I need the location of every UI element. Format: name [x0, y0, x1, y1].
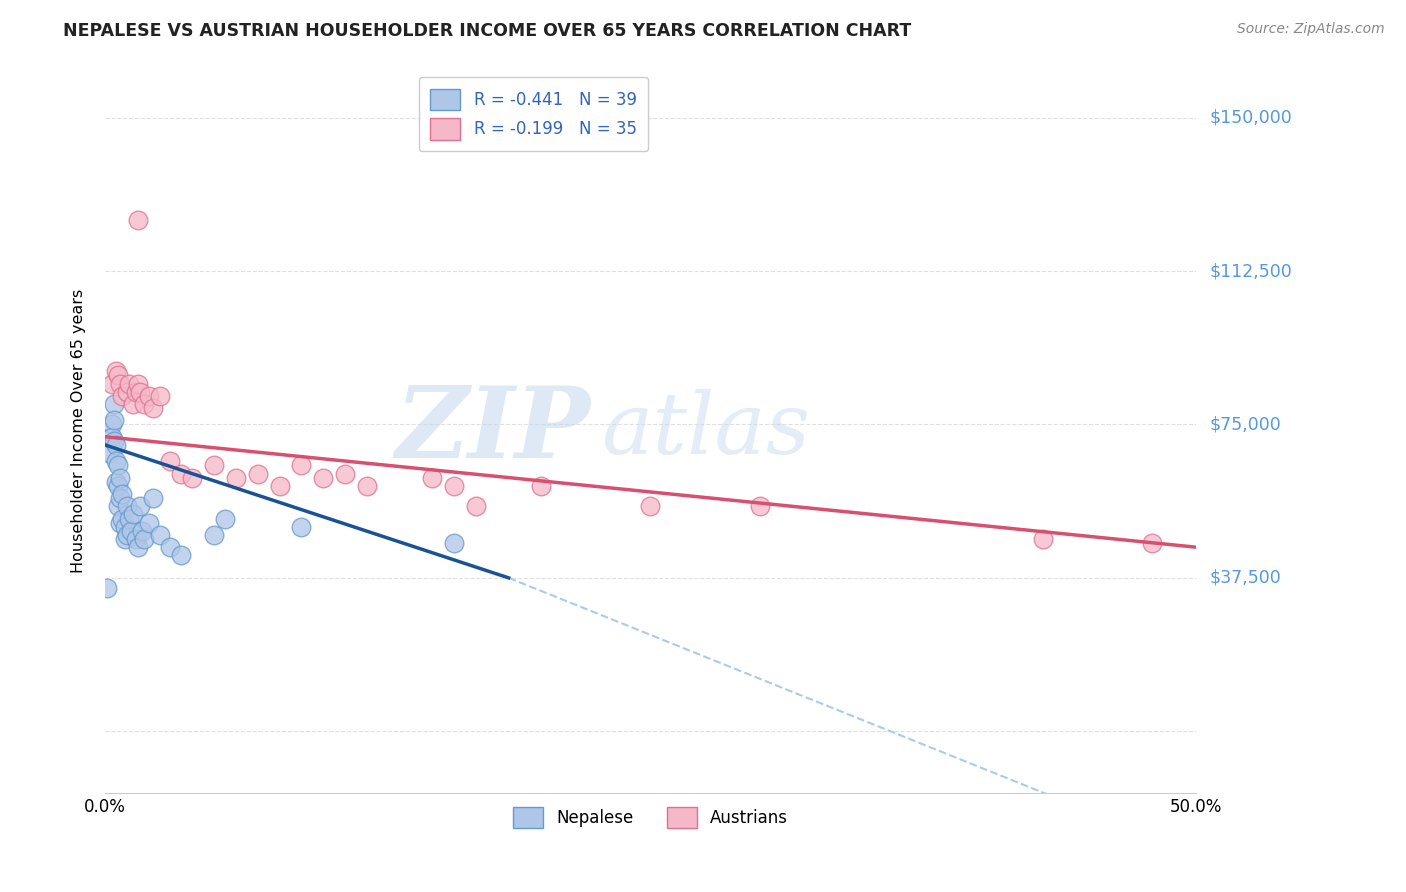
Text: Source: ZipAtlas.com: Source: ZipAtlas.com — [1237, 22, 1385, 37]
Point — [107, 479, 129, 493]
Point — [202, 528, 225, 542]
Point — [142, 401, 165, 415]
Point — [443, 479, 465, 493]
Text: $150,000: $150,000 — [1209, 109, 1292, 127]
Text: $112,500: $112,500 — [1209, 262, 1292, 280]
Point — [110, 491, 132, 505]
Point — [107, 500, 129, 514]
Point — [148, 528, 170, 542]
Point — [748, 500, 770, 514]
Point — [100, 376, 122, 391]
Point — [110, 516, 132, 530]
Point — [110, 470, 132, 484]
Point — [530, 479, 553, 493]
Point — [115, 528, 138, 542]
Point — [124, 384, 146, 399]
Point — [103, 434, 125, 448]
Point — [122, 508, 145, 522]
Text: $75,000: $75,000 — [1209, 416, 1282, 434]
Point — [104, 475, 127, 489]
Legend: Nepalese, Austrians: Nepalese, Austrians — [506, 800, 794, 835]
Point — [122, 397, 145, 411]
Point — [115, 384, 138, 399]
Point — [138, 516, 160, 530]
Point — [225, 470, 247, 484]
Point — [170, 467, 193, 481]
Point — [120, 524, 142, 538]
Text: atlas: atlas — [602, 389, 810, 472]
Point — [111, 487, 134, 501]
Point — [115, 500, 138, 514]
Point — [202, 458, 225, 473]
Point — [464, 500, 486, 514]
Text: NEPALESE VS AUSTRIAN HOUSEHOLDER INCOME OVER 65 YEARS CORRELATION CHART: NEPALESE VS AUSTRIAN HOUSEHOLDER INCOME … — [63, 22, 911, 40]
Point — [333, 467, 356, 481]
Point — [170, 549, 193, 563]
Point — [100, 417, 122, 432]
Point — [129, 500, 152, 514]
Point — [110, 376, 132, 391]
Point — [107, 368, 129, 383]
Point — [111, 511, 134, 525]
Point — [127, 376, 149, 391]
Point — [142, 491, 165, 505]
Point — [104, 438, 127, 452]
Point — [159, 454, 181, 468]
Point — [114, 532, 136, 546]
Point — [104, 364, 127, 378]
Point — [131, 524, 153, 538]
Point — [148, 389, 170, 403]
Point — [443, 536, 465, 550]
Point — [96, 581, 118, 595]
Point — [1032, 532, 1054, 546]
Point — [104, 454, 127, 468]
Point — [640, 500, 662, 514]
Point — [138, 389, 160, 403]
Y-axis label: Householder Income Over 65 years: Householder Income Over 65 years — [72, 288, 86, 573]
Point — [246, 467, 269, 481]
Point — [269, 479, 291, 493]
Point — [107, 458, 129, 473]
Point — [290, 458, 312, 473]
Point — [103, 413, 125, 427]
Point — [181, 470, 204, 484]
Point — [100, 430, 122, 444]
Point — [118, 511, 141, 525]
Point — [134, 397, 156, 411]
Text: ZIP: ZIP — [395, 383, 591, 479]
Point — [214, 511, 236, 525]
Point — [98, 446, 121, 460]
Point — [134, 532, 156, 546]
Point — [420, 470, 443, 484]
Point — [111, 389, 134, 403]
Point — [127, 213, 149, 227]
Point — [129, 384, 152, 399]
Point — [118, 376, 141, 391]
Point — [124, 532, 146, 546]
Point — [290, 520, 312, 534]
Text: $37,500: $37,500 — [1209, 569, 1282, 587]
Point — [103, 397, 125, 411]
Point — [127, 540, 149, 554]
Point — [114, 520, 136, 534]
Point — [356, 479, 378, 493]
Point — [312, 470, 335, 484]
Point — [1142, 536, 1164, 550]
Point — [159, 540, 181, 554]
